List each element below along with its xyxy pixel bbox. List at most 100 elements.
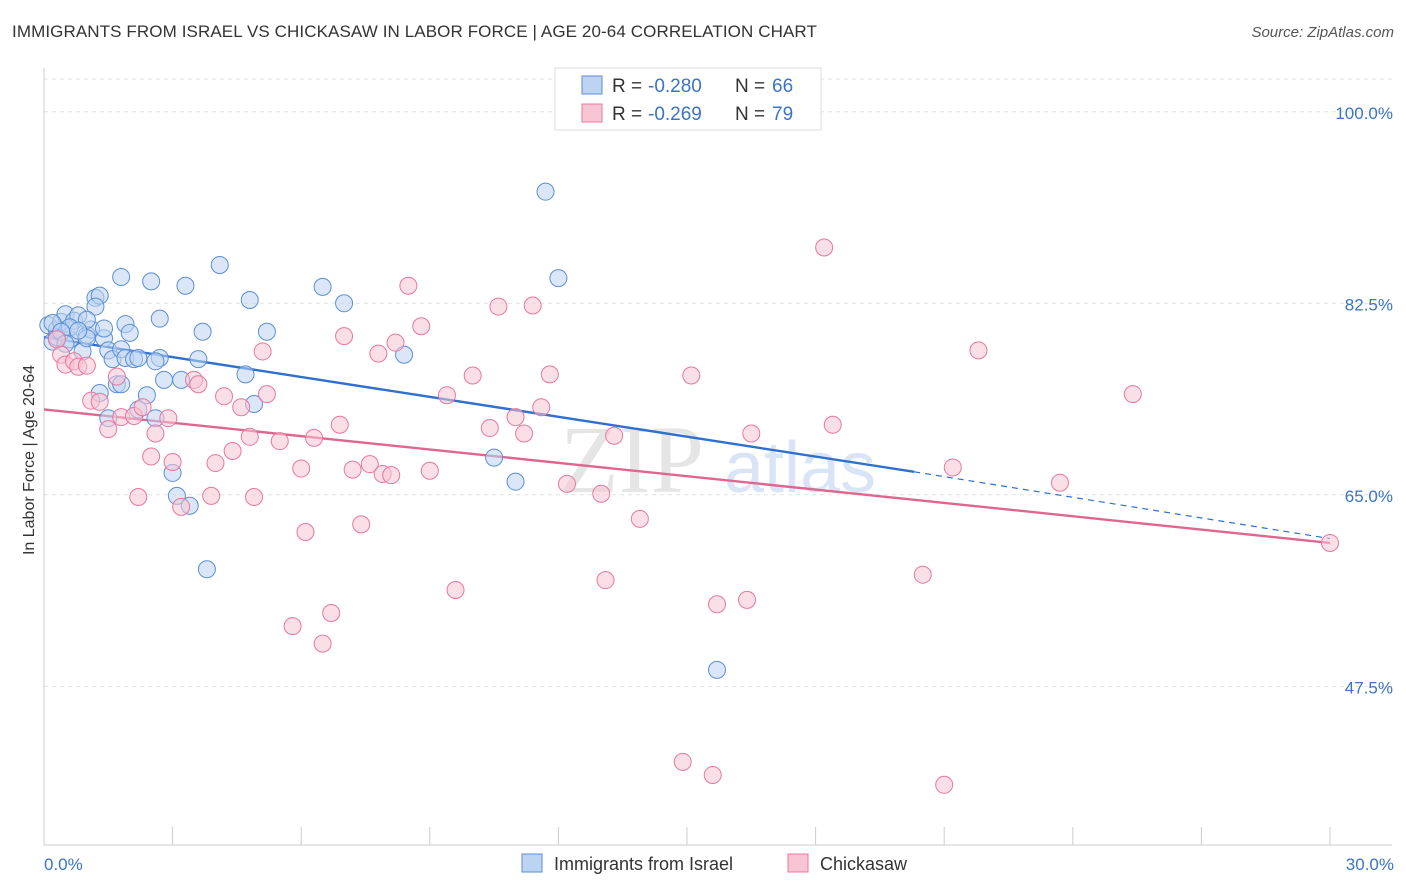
y-tick-label-2: 65.0% [1345,487,1393,506]
chickasaw-point-75 [969,341,988,360]
chickasaw-point-8 [99,420,118,439]
chart-title: IMMIGRANTS FROM ISRAEL VS CHICKASAW IN L… [12,22,817,41]
israel-point-61 [69,321,88,340]
chickasaw-point-44 [382,466,401,485]
chickasaw-point-70 [815,238,834,257]
chickasaw-point-24 [223,442,242,461]
chickasaw-point-54 [506,408,525,427]
chickasaw-point-69 [742,424,761,443]
legend-israel-label: Immigrants from Israel [554,854,733,874]
chickasaw-point-56 [523,296,542,315]
chickasaw-point-31 [283,617,302,636]
israel-point-56 [176,276,195,295]
chickasaw-point-53 [489,297,508,316]
israel-point-41 [210,255,229,274]
chickasaw-point-37 [330,415,349,434]
chickasaw-point-46 [399,276,418,295]
chickasaw-point-7 [90,392,109,411]
chickasaw-point-27 [245,487,264,506]
chickasaw-point-20 [189,375,208,394]
israel-point-45 [257,322,276,341]
chickasaw-point-45 [386,333,405,352]
israel-point-52 [549,269,568,288]
y-tick-label-1: 82.5% [1345,295,1393,314]
chickasaw-point-63 [630,509,649,528]
israel-point-38 [189,350,208,369]
israel-point-51 [536,182,555,201]
chickasaw-point-13 [133,398,152,417]
chickasaw-point-32 [292,459,311,478]
israel-point-29 [129,349,148,368]
chickasaw-point-67 [708,595,727,614]
israel-point-55 [142,272,161,291]
israel-point-33 [155,370,174,389]
svg-text:N =: N = [735,76,765,97]
chickasaw-point-14 [142,447,161,466]
chickasaw-point-38 [335,327,354,346]
israel-point-39 [193,322,212,341]
israel-point-64 [146,352,165,371]
israel-trend-line [43,336,915,474]
y-tick-labels: 100.0% 82.5% 65.0% 47.5% [1335,104,1393,698]
chickasaw-point-68 [738,590,757,609]
israel-r-value: -0.280 [648,76,702,97]
israel-point-57 [150,309,169,328]
chickasaw-point-12 [129,487,148,506]
chickasaw-point-71 [823,415,842,434]
legend-chickasaw-swatch [787,853,809,873]
chickasaw-point-28 [253,342,272,361]
chickasaw-point-62 [605,426,624,445]
series-legend: Immigrants from Israel Chickasaw [521,853,908,874]
chickasaw-point-41 [360,455,379,474]
legend-chickasaw-label: Chickasaw [820,854,908,874]
israel-point-19 [120,323,139,342]
israel-point-40 [197,560,216,579]
chickasaw-point-61 [596,571,615,590]
chickasaw-point-33 [296,523,315,542]
israel-point-62 [95,319,114,338]
chickasaw-point-9 [107,367,126,386]
chickasaw-n-value: 79 [772,104,793,125]
y-tick-label-0: 100.0% [1335,104,1393,123]
legend-israel-swatch [521,853,543,873]
chickasaw-point-60 [592,484,611,503]
chickasaw-point-21 [202,486,221,505]
chickasaw-point-18 [172,497,191,516]
axes [43,68,1392,846]
israel-trend-extension [914,471,1331,540]
chickasaw-point-76 [1050,473,1069,492]
chickasaw-point-42 [369,344,388,363]
chickasaw-point-22 [206,454,225,473]
chickasaw-point-15 [146,424,165,443]
chickasaw-point-77 [1123,385,1142,404]
watermark-zip: ZIP [560,406,704,513]
chickasaw-point-59 [557,474,576,493]
chickasaw-point-66 [703,765,722,784]
israel-point-54 [112,268,131,287]
chickasaw-point-48 [420,461,439,480]
israel-point-49 [485,448,504,467]
chickasaw-point-23 [215,387,234,406]
chickasaw-point-36 [322,603,341,622]
chickasaw-point-34 [305,428,324,447]
chickasaw-point-73 [935,775,954,794]
israel-point-43 [240,291,259,310]
chickasaw-point-58 [540,365,559,384]
x-tick-label-min: 0.0% [44,855,83,874]
israel-point-50 [506,472,525,491]
chickasaw-point-29 [257,385,276,404]
chickasaw-point-49 [437,386,456,405]
chickasaw-point-57 [532,398,551,417]
chickasaw-point-30 [270,432,289,451]
chickasaw-point-52 [480,419,499,438]
svg-text:R =: R = [612,104,642,125]
chickasaw-point-35 [313,634,332,653]
chickasaw-point-40 [352,515,371,534]
y-axis-label: In Labor Force | Age 20-64 [21,365,38,555]
chickasaw-point-50 [446,581,465,600]
israel-swatch [581,75,603,95]
data-points [39,182,1339,794]
chickasaw-point-5 [77,356,96,375]
svg-text:N =: N = [735,104,765,125]
